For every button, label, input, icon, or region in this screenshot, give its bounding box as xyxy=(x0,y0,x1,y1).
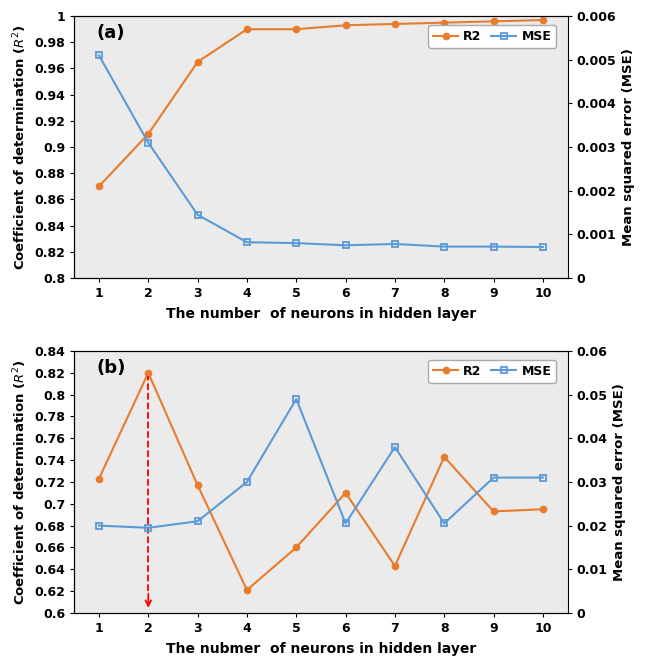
X-axis label: The nubmer  of neurons in hidden layer: The nubmer of neurons in hidden layer xyxy=(166,642,476,656)
Text: (a): (a) xyxy=(96,24,125,42)
Y-axis label: Mean squared error (MSE): Mean squared error (MSE) xyxy=(622,48,635,246)
Y-axis label: Mean squared error (MSE): Mean squared error (MSE) xyxy=(613,383,626,581)
Text: (b): (b) xyxy=(96,359,126,377)
X-axis label: The number  of neurons in hidden layer: The number of neurons in hidden layer xyxy=(166,307,476,321)
Legend: R2, MSE: R2, MSE xyxy=(428,360,556,383)
Y-axis label: Coefficient of determination ($R^2$): Coefficient of determination ($R^2$) xyxy=(11,359,28,605)
Y-axis label: Coefficient of determination ($R^2$): Coefficient of determination ($R^2$) xyxy=(11,24,29,270)
Legend: R2, MSE: R2, MSE xyxy=(428,25,556,48)
